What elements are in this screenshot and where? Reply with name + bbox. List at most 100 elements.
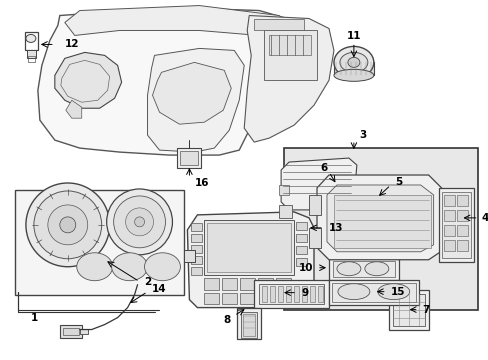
Bar <box>333 195 430 248</box>
Bar <box>254 18 304 31</box>
Polygon shape <box>244 15 333 142</box>
Bar <box>254 280 328 307</box>
Bar <box>443 240 454 251</box>
Text: 14: 14 <box>151 284 166 294</box>
Bar <box>80 329 87 333</box>
Ellipse shape <box>106 189 172 255</box>
Text: 1: 1 <box>31 312 39 323</box>
Text: 12: 12 <box>65 40 79 49</box>
Bar <box>180 151 198 165</box>
Bar <box>295 246 306 254</box>
Bar <box>222 293 237 303</box>
Bar <box>191 223 202 231</box>
Bar <box>28 57 35 62</box>
Bar <box>60 325 81 338</box>
Bar <box>295 258 306 266</box>
Polygon shape <box>326 185 433 252</box>
Bar <box>204 220 293 275</box>
Bar <box>268 35 310 55</box>
Bar <box>269 286 275 302</box>
Bar <box>259 284 324 303</box>
Ellipse shape <box>364 262 388 276</box>
Bar <box>308 195 320 215</box>
Ellipse shape <box>339 53 367 72</box>
Ellipse shape <box>26 35 36 42</box>
Bar <box>285 286 290 302</box>
Text: 4: 4 <box>481 213 488 223</box>
Bar <box>279 205 291 218</box>
Bar <box>27 50 36 58</box>
Ellipse shape <box>26 183 109 267</box>
Ellipse shape <box>77 253 112 281</box>
Bar <box>295 234 306 242</box>
Bar <box>293 286 299 302</box>
Ellipse shape <box>125 208 153 236</box>
Bar <box>331 283 415 302</box>
Ellipse shape <box>337 284 369 300</box>
Ellipse shape <box>347 57 359 67</box>
Bar <box>441 192 469 258</box>
Bar <box>302 286 306 302</box>
Bar <box>62 328 79 334</box>
Bar <box>184 250 195 262</box>
Bar <box>328 258 398 280</box>
Bar <box>191 245 202 253</box>
Bar <box>241 312 257 338</box>
Bar <box>204 278 219 290</box>
Text: 13: 13 <box>328 223 343 233</box>
Bar <box>317 286 323 302</box>
Ellipse shape <box>333 69 373 81</box>
Bar <box>279 185 288 195</box>
Bar <box>237 307 261 339</box>
Bar <box>443 210 454 221</box>
Bar <box>258 278 273 290</box>
Bar <box>308 228 320 248</box>
Bar <box>258 293 273 303</box>
Polygon shape <box>187 212 313 307</box>
Bar <box>191 267 202 275</box>
Ellipse shape <box>60 217 76 233</box>
Bar <box>276 278 290 290</box>
Bar <box>333 62 373 75</box>
Bar <box>240 293 255 303</box>
Ellipse shape <box>134 217 144 227</box>
Bar <box>456 210 467 221</box>
Text: 3: 3 <box>358 130 366 140</box>
Text: 9: 9 <box>301 288 307 298</box>
Ellipse shape <box>48 205 87 245</box>
Bar <box>243 314 255 336</box>
Text: 5: 5 <box>394 177 401 187</box>
Bar <box>262 286 266 302</box>
Bar <box>284 148 478 310</box>
Polygon shape <box>66 100 81 118</box>
Polygon shape <box>152 62 231 124</box>
Bar <box>204 293 219 303</box>
Bar <box>264 31 316 80</box>
Bar <box>207 223 290 272</box>
Bar <box>222 278 237 290</box>
Bar <box>443 195 454 206</box>
Ellipse shape <box>333 46 373 78</box>
Text: 2: 2 <box>144 277 151 287</box>
Bar <box>456 195 467 206</box>
Bar <box>276 293 290 303</box>
Ellipse shape <box>34 191 102 259</box>
Bar <box>392 294 424 325</box>
Text: 15: 15 <box>390 287 405 297</box>
Bar <box>25 32 38 50</box>
Polygon shape <box>55 53 122 108</box>
Polygon shape <box>147 48 244 152</box>
Polygon shape <box>38 9 299 155</box>
Bar <box>15 190 184 294</box>
Bar <box>456 240 467 251</box>
Ellipse shape <box>377 284 409 300</box>
Text: 7: 7 <box>422 305 429 315</box>
Bar <box>191 256 202 264</box>
Bar <box>328 280 418 305</box>
Bar <box>438 188 472 262</box>
Polygon shape <box>316 175 443 260</box>
Bar <box>177 148 201 168</box>
Text: 16: 16 <box>194 178 208 188</box>
Ellipse shape <box>144 253 180 281</box>
Ellipse shape <box>113 196 165 248</box>
